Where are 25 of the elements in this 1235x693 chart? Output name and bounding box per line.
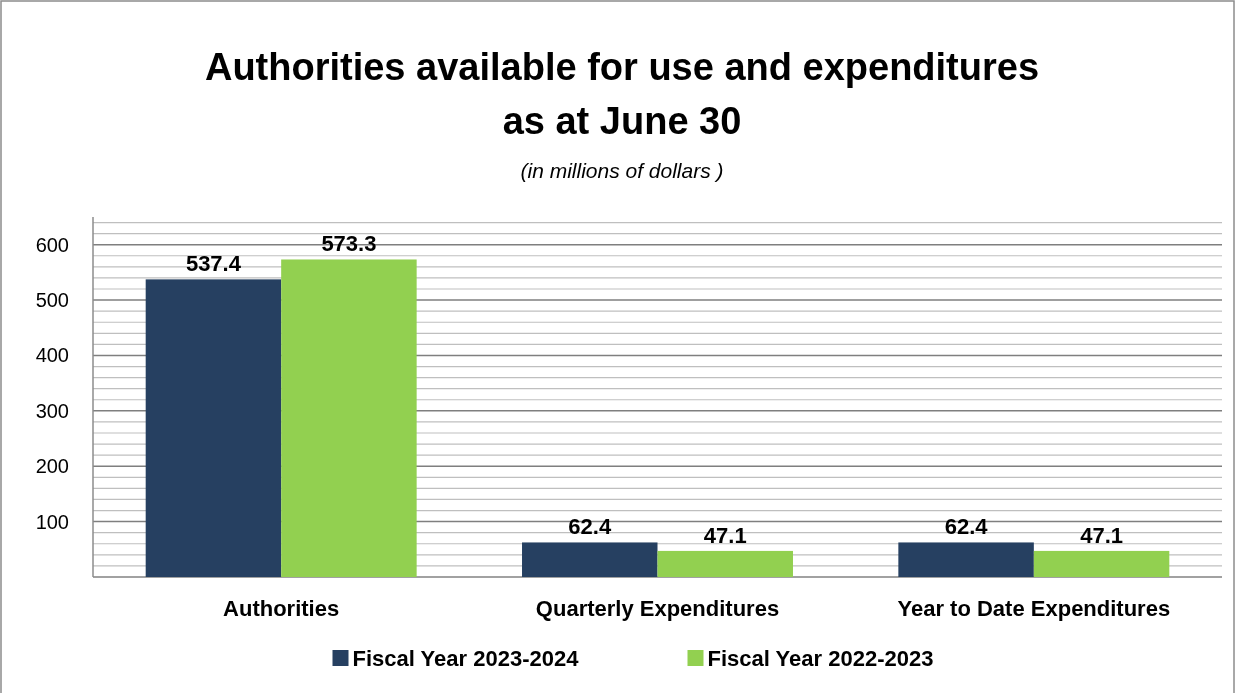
x-tick-label: Year to Date Expenditures <box>897 596 1171 621</box>
data-label: 47.1 <box>1080 522 1123 548</box>
data-label: 573.3 <box>321 231 377 257</box>
bar <box>281 259 417 577</box>
x-tick-label: Authorities <box>223 596 340 621</box>
bar <box>522 542 658 577</box>
y-tick-label: 600 <box>35 233 69 256</box>
legend-label: Fiscal Year 2023-2024 <box>352 646 580 671</box>
x-tick-label: Quarterly Expenditures <box>535 596 780 621</box>
legend-label: Fiscal Year 2022-2023 <box>707 646 934 671</box>
data-label: 62.4 <box>944 514 989 540</box>
data-label: 47.1 <box>703 522 747 548</box>
y-tick-label: 300 <box>35 399 69 422</box>
y-tick-label: 400 <box>35 344 69 367</box>
chart-subtitle: (in millions of dollars ) <box>520 159 724 182</box>
data-label: 62.4 <box>568 514 612 540</box>
bar <box>145 279 282 577</box>
y-tick-label: 200 <box>35 455 69 478</box>
bar <box>898 542 1034 577</box>
data-label: 537.4 <box>185 251 242 277</box>
y-tick-label: 100 <box>35 510 69 533</box>
y-tick-label: 500 <box>35 289 69 312</box>
bar <box>1033 550 1170 577</box>
chart-title: Authorities available for use and expenditures as at June 30 <box>204 46 1040 142</box>
bar <box>657 550 793 577</box>
